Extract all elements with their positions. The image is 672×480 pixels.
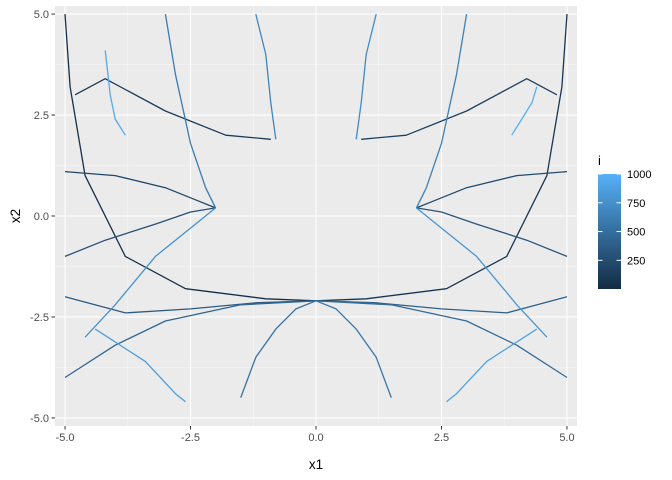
y-tick-label: 5.0 xyxy=(34,9,49,21)
x-tick-label: -2.5 xyxy=(181,432,200,444)
y-tick-label: 2.5 xyxy=(34,110,49,122)
series-line-6 xyxy=(64,207,216,258)
y-axis: -5.0 -2.5 0.0 2.5 5.0 xyxy=(30,9,55,425)
series-line-20 xyxy=(94,328,186,403)
legend-break-label: 250 xyxy=(627,255,645,267)
series-line-2 xyxy=(74,78,271,140)
legend: i 250 500 750 1000 xyxy=(598,153,651,289)
y-tick-label: -5.0 xyxy=(30,413,49,425)
series-line-15 xyxy=(415,13,468,209)
legend-colorbar xyxy=(598,174,621,289)
series-line-5 xyxy=(416,170,568,209)
legend-break-label: 1000 xyxy=(627,169,651,181)
series-line-17 xyxy=(355,13,377,140)
series-line-11 xyxy=(315,300,568,379)
x-axis-title: x1 xyxy=(309,457,323,472)
legend-break-label: 500 xyxy=(627,227,645,239)
series-line-21 xyxy=(446,328,538,403)
series-line-13 xyxy=(315,300,392,398)
grid-major xyxy=(55,6,577,426)
x-tick-label: 0.0 xyxy=(308,432,323,444)
series-line-23 xyxy=(511,86,538,136)
series-line-8 xyxy=(64,296,317,314)
legend-break-label: 750 xyxy=(627,198,645,210)
series-line-3 xyxy=(361,78,558,140)
series-line-16 xyxy=(255,13,277,140)
series-line-0 xyxy=(64,14,317,302)
y-axis-title: x2 xyxy=(8,209,23,223)
series-line-19 xyxy=(415,207,548,338)
x-tick-label: -5.0 xyxy=(56,432,75,444)
legend-ticks: 250 500 750 1000 xyxy=(598,169,651,267)
series-line-10 xyxy=(64,300,317,379)
series-line-4 xyxy=(64,170,216,209)
y-tick-label: 0.0 xyxy=(34,211,49,223)
series-line-12 xyxy=(240,300,317,398)
series-line-7 xyxy=(416,207,568,258)
series-line-14 xyxy=(164,13,217,209)
x-tick-label: 2.5 xyxy=(434,432,449,444)
series-line-1 xyxy=(315,14,568,302)
y-tick-label: -2.5 xyxy=(30,312,49,324)
series-line-18 xyxy=(84,207,217,338)
x-tick-label: 5.0 xyxy=(559,432,574,444)
legend-title: i xyxy=(598,153,601,168)
x-axis: -5.0 -2.5 0.0 2.5 5.0 xyxy=(56,426,575,444)
series-line-22 xyxy=(104,50,126,136)
series-layer xyxy=(64,13,568,403)
series-line-9 xyxy=(315,296,568,314)
